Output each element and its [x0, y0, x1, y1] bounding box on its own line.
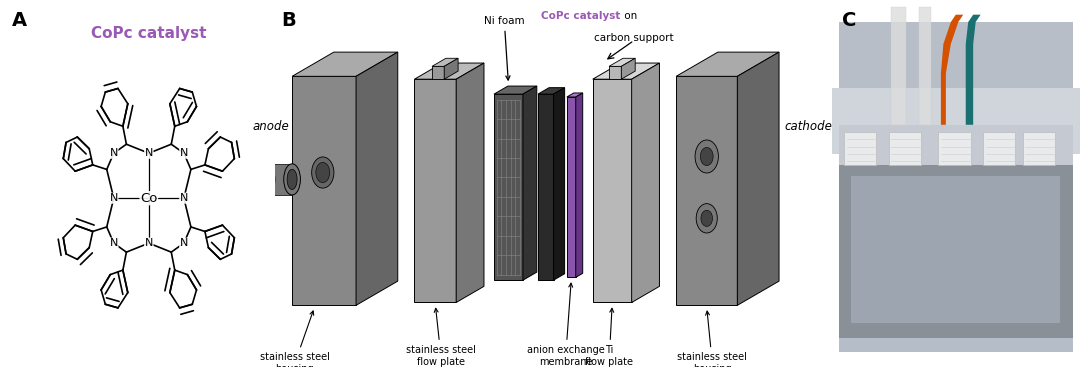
Polygon shape: [593, 63, 660, 79]
Ellipse shape: [259, 164, 274, 195]
Polygon shape: [609, 66, 621, 79]
Bar: [839, 125, 1072, 176]
Polygon shape: [523, 86, 537, 280]
Text: N: N: [145, 148, 153, 158]
Ellipse shape: [700, 148, 713, 166]
Bar: [845, 132, 876, 165]
Polygon shape: [621, 58, 635, 79]
Bar: [889, 132, 921, 165]
Text: carbon support: carbon support: [594, 33, 674, 43]
Text: N: N: [145, 238, 153, 248]
Polygon shape: [738, 52, 779, 305]
Bar: [851, 176, 1061, 323]
Polygon shape: [538, 88, 565, 94]
Polygon shape: [292, 76, 356, 305]
Polygon shape: [567, 97, 576, 277]
Bar: [891, 7, 906, 125]
Polygon shape: [494, 86, 537, 94]
Polygon shape: [356, 52, 397, 305]
Polygon shape: [432, 58, 458, 66]
Polygon shape: [567, 93, 583, 97]
Bar: [839, 165, 1072, 338]
Polygon shape: [267, 164, 292, 195]
Ellipse shape: [312, 157, 334, 188]
Text: cathode: cathode: [784, 120, 833, 133]
Polygon shape: [494, 94, 523, 280]
Text: N: N: [109, 238, 118, 248]
Polygon shape: [676, 52, 779, 76]
Text: N: N: [179, 193, 188, 203]
Bar: [939, 132, 971, 165]
Ellipse shape: [701, 210, 713, 226]
Text: N: N: [109, 148, 118, 158]
Polygon shape: [444, 58, 458, 79]
Text: A: A: [12, 11, 27, 30]
Polygon shape: [593, 79, 632, 302]
Bar: [1023, 132, 1055, 165]
Text: N: N: [179, 238, 188, 248]
Ellipse shape: [315, 163, 329, 183]
Text: CoPc catalyst: CoPc catalyst: [91, 26, 206, 41]
Text: anion exchange
membrane: anion exchange membrane: [527, 283, 605, 367]
Polygon shape: [966, 15, 981, 125]
Polygon shape: [609, 58, 635, 66]
Bar: [918, 7, 931, 125]
Polygon shape: [415, 63, 484, 79]
Polygon shape: [941, 15, 963, 125]
Polygon shape: [456, 63, 484, 302]
Ellipse shape: [697, 204, 717, 233]
Ellipse shape: [284, 164, 300, 195]
Text: stainless steel
housing: stainless steel housing: [677, 311, 747, 367]
Bar: [839, 22, 1072, 92]
Bar: [832, 88, 1080, 154]
Ellipse shape: [696, 140, 718, 173]
Ellipse shape: [287, 169, 297, 189]
Text: anode: anode: [253, 120, 289, 133]
Text: CoPc catalyst: CoPc catalyst: [541, 11, 620, 21]
Polygon shape: [538, 94, 554, 280]
Polygon shape: [676, 76, 738, 305]
Polygon shape: [554, 88, 565, 280]
Text: stainless steel
housing: stainless steel housing: [260, 311, 329, 367]
Polygon shape: [415, 79, 456, 302]
Text: Ni foam: Ni foam: [484, 16, 525, 80]
Text: N: N: [109, 193, 118, 203]
Text: stainless steel
flow plate: stainless steel flow plate: [406, 308, 476, 367]
Text: Ti
flow plate: Ti flow plate: [585, 308, 633, 367]
Text: on: on: [621, 11, 637, 21]
Text: C: C: [841, 11, 856, 30]
Bar: [983, 132, 1015, 165]
Text: B: B: [281, 11, 296, 30]
Text: N: N: [179, 148, 188, 158]
Polygon shape: [632, 63, 660, 302]
Polygon shape: [292, 52, 397, 76]
Polygon shape: [432, 66, 444, 79]
Text: Co: Co: [140, 192, 158, 205]
Polygon shape: [576, 93, 583, 277]
